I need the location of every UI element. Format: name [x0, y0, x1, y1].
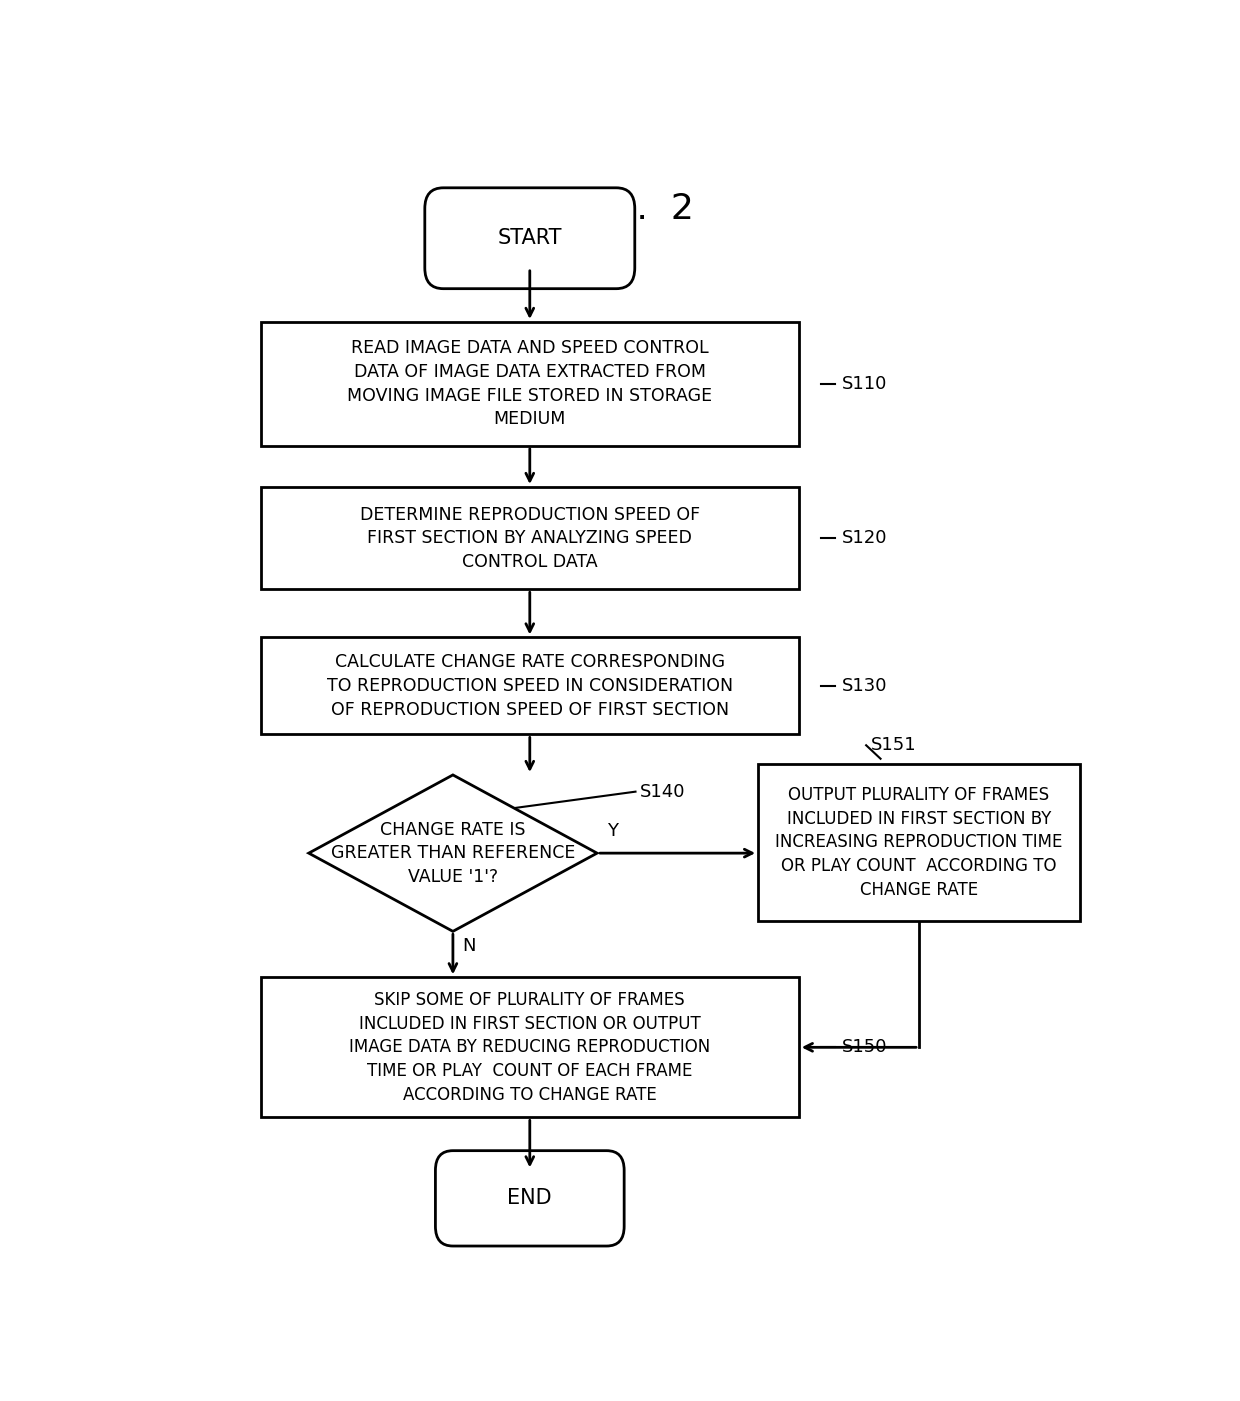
Text: S120: S120 [842, 530, 888, 548]
Text: START: START [497, 228, 562, 248]
Text: Y: Y [606, 822, 618, 841]
Polygon shape [309, 775, 596, 932]
Text: SKIP SOME OF PLURALITY OF FRAMES
INCLUDED IN FIRST SECTION OR OUTPUT
IMAGE DATA : SKIP SOME OF PLURALITY OF FRAMES INCLUDE… [350, 991, 711, 1104]
Text: READ IMAGE DATA AND SPEED CONTROL
DATA OF IMAGE DATA EXTRACTED FROM
MOVING IMAGE: READ IMAGE DATA AND SPEED CONTROL DATA O… [347, 339, 712, 429]
Text: FIG.  2: FIG. 2 [577, 192, 694, 226]
Text: OUTPUT PLURALITY OF FRAMES
INCLUDED IN FIRST SECTION BY
INCREASING REPRODUCTION : OUTPUT PLURALITY OF FRAMES INCLUDED IN F… [775, 786, 1063, 898]
Text: CHANGE RATE IS
GREATER THAN REFERENCE
VALUE '1'?: CHANGE RATE IS GREATER THAN REFERENCE VA… [331, 821, 575, 885]
Bar [260, 488, 799, 590]
Text: S150: S150 [842, 1038, 888, 1056]
Text: CALCULATE CHANGE RATE CORRESPONDING
TO REPRODUCTION SPEED IN CONSIDERATION
OF RE: CALCULATE CHANGE RATE CORRESPONDING TO R… [326, 653, 733, 719]
Text: DETERMINE REPRODUCTION SPEED OF
FIRST SECTION BY ANALYZING SPEED
CONTROL DATA: DETERMINE REPRODUCTION SPEED OF FIRST SE… [360, 506, 699, 570]
FancyBboxPatch shape [425, 188, 635, 289]
Text: S151: S151 [870, 737, 916, 754]
Bar [260, 637, 799, 734]
Text: S140: S140 [640, 783, 686, 800]
Text: N: N [463, 937, 476, 954]
FancyBboxPatch shape [435, 1150, 624, 1245]
Bar [260, 978, 799, 1118]
Text: END: END [507, 1188, 552, 1208]
Bar [260, 322, 799, 446]
Text: S110: S110 [842, 375, 888, 392]
Text: S130: S130 [842, 677, 888, 695]
Bar [758, 764, 1080, 920]
